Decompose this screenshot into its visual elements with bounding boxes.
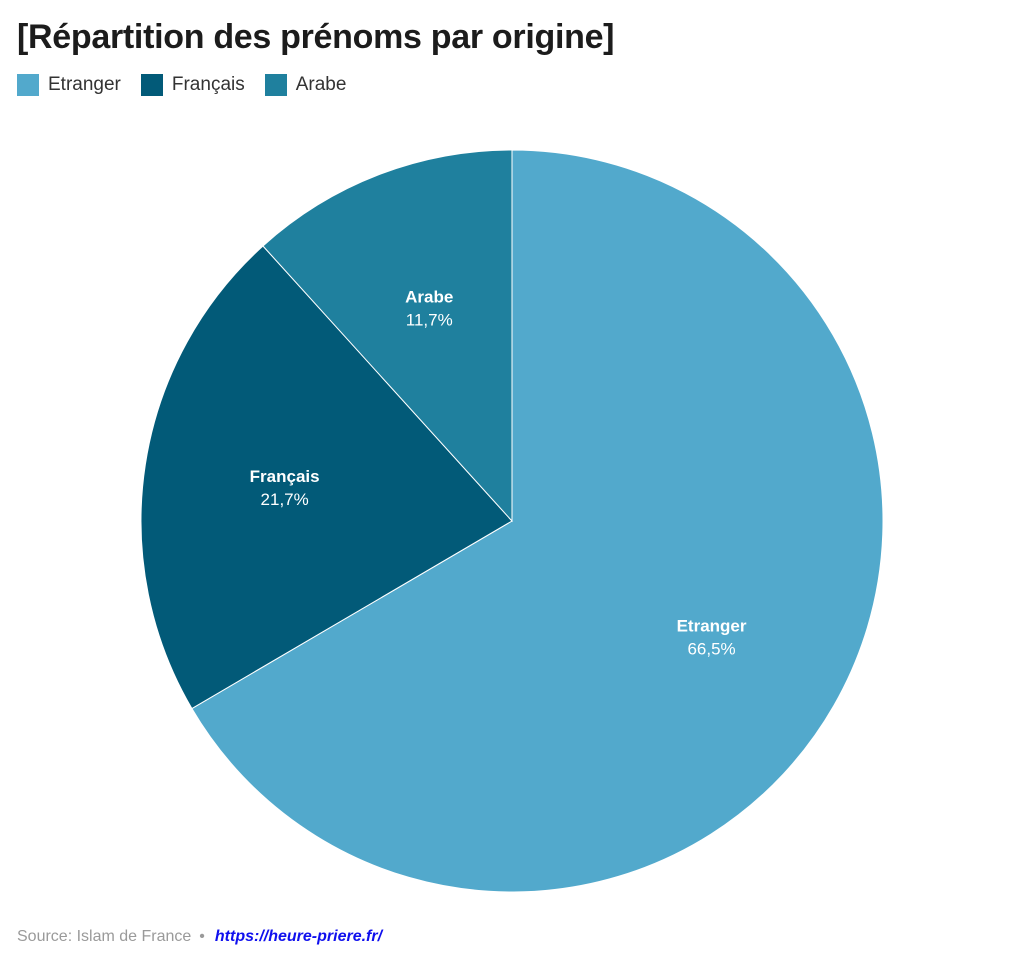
legend-label-arabe: Arabe: [295, 74, 347, 95]
legend-swatch-etranger: [17, 74, 39, 96]
legend-item-arabe[interactable]: Arabe: [264, 74, 347, 96]
pie-slices: [140, 149, 884, 893]
chart-title: [Répartition des prénoms par origine]: [17, 18, 615, 56]
legend-label-francais: Français: [171, 74, 245, 95]
pie-slice-etranger[interactable]: [191, 149, 884, 893]
pie-slice-arabe[interactable]: [262, 149, 513, 523]
legend-label-etranger: Etranger: [48, 74, 121, 95]
legend-swatch-arabe: [264, 74, 287, 96]
source-text: Source: Islam de France: [17, 928, 192, 945]
legend-swatch-francais: [140, 74, 163, 96]
slice-value-francais: 21,7%: [261, 490, 309, 509]
slice-label-francais: Français: [250, 467, 320, 486]
slice-value-etranger: 66,5%: [687, 639, 735, 658]
slice-label-etranger: Etranger: [677, 616, 747, 635]
source-link[interactable]: https://heure-priere.fr/: [214, 928, 383, 945]
pie-labels: Etranger 66,5% Français 21,7% Arabe 11,7%: [250, 287, 747, 658]
legend-item-etranger[interactable]: Etranger: [17, 74, 121, 96]
slice-value-arabe: 11,7%: [406, 310, 453, 329]
slice-label-arabe: Arabe: [405, 287, 453, 306]
legend: Etranger Français Arabe: [17, 74, 346, 96]
pie-slice-francais[interactable]: [140, 245, 513, 710]
source-separator: •: [199, 928, 205, 945]
legend-item-francais[interactable]: Français: [140, 74, 245, 96]
source-footer: Source: Islam de France • https://heure-…: [17, 928, 382, 946]
